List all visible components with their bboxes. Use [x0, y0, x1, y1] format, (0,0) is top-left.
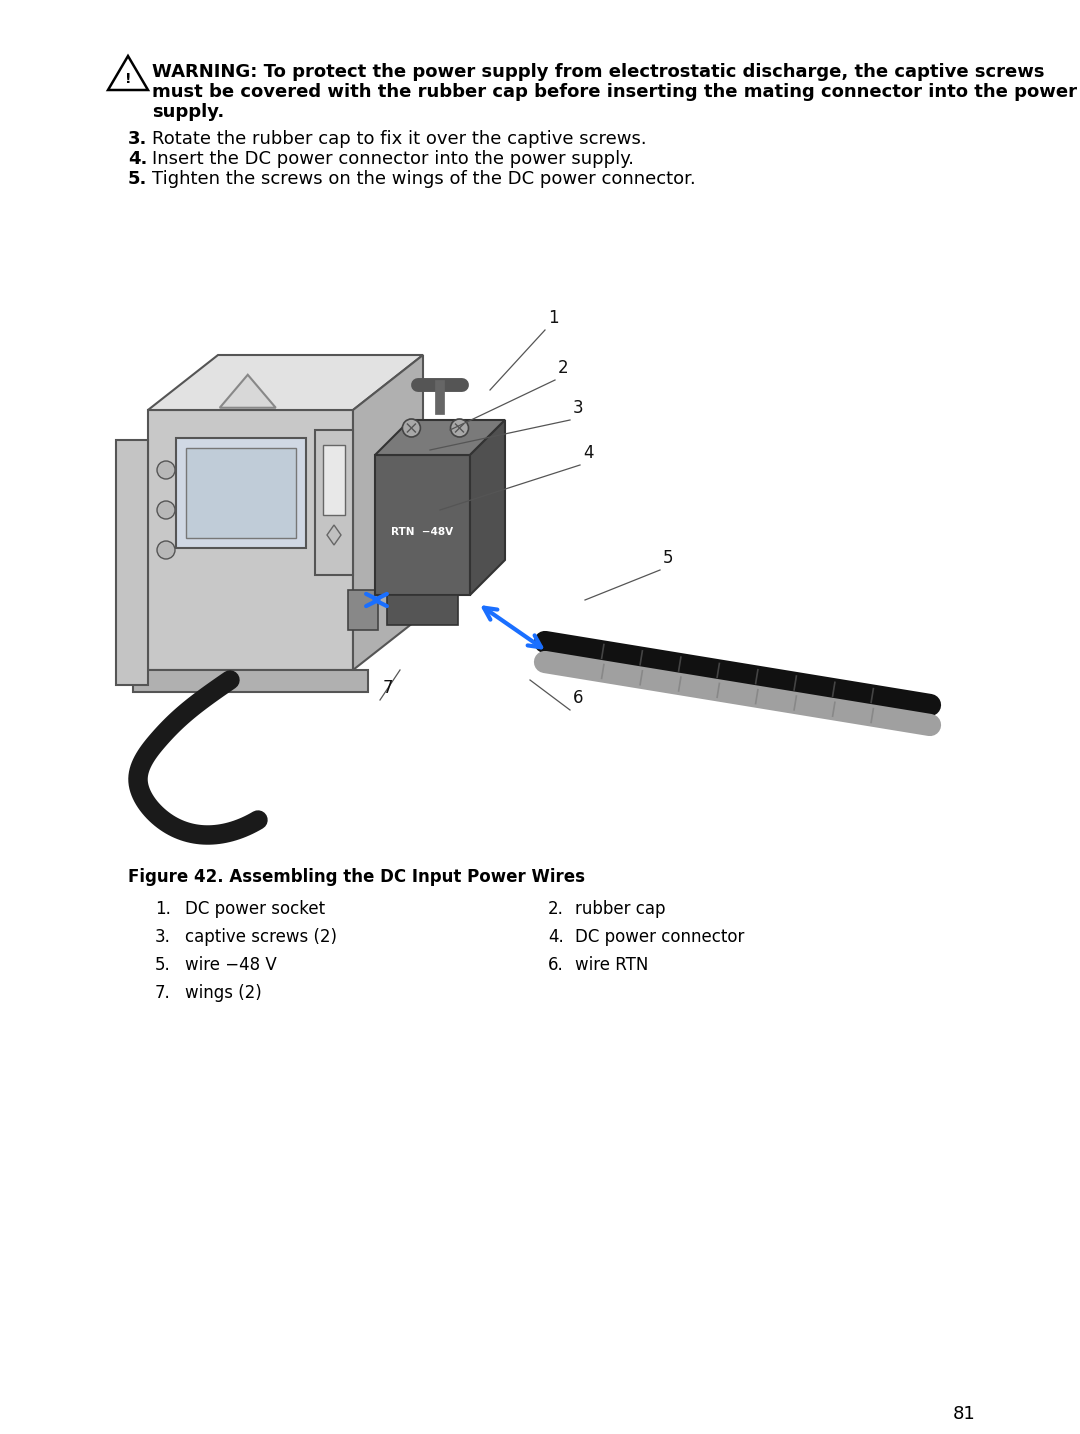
Text: Insert the DC power connector into the power supply.: Insert the DC power connector into the p…	[152, 151, 634, 168]
Polygon shape	[116, 440, 148, 685]
Text: Tighten the screws on the wings of the DC power connector.: Tighten the screws on the wings of the D…	[152, 171, 696, 188]
Polygon shape	[348, 589, 378, 630]
Text: Figure 42. Assembling the DC Input Power Wires: Figure 42. Assembling the DC Input Power…	[129, 868, 585, 886]
Text: captive screws (2): captive screws (2)	[185, 928, 337, 946]
Polygon shape	[323, 445, 345, 515]
Text: 3.: 3.	[129, 130, 147, 148]
Text: 3.: 3.	[156, 928, 171, 946]
Text: 2: 2	[558, 358, 569, 377]
Polygon shape	[375, 420, 505, 455]
Text: 7.: 7.	[156, 984, 171, 1002]
Text: rubber cap: rubber cap	[575, 901, 665, 918]
Text: 4.: 4.	[129, 151, 147, 168]
Text: 6.: 6.	[548, 956, 564, 974]
Text: DC power connector: DC power connector	[575, 928, 744, 946]
Text: 5: 5	[663, 549, 674, 566]
Circle shape	[157, 500, 175, 519]
Text: 5.: 5.	[156, 956, 171, 974]
Circle shape	[450, 419, 469, 437]
Text: RTN  −48V: RTN −48V	[391, 528, 454, 536]
Text: 5.: 5.	[129, 171, 147, 188]
Polygon shape	[148, 410, 353, 670]
Polygon shape	[470, 420, 505, 595]
Polygon shape	[219, 374, 275, 407]
Polygon shape	[186, 447, 296, 538]
Text: 3: 3	[573, 399, 583, 417]
Text: 7: 7	[383, 680, 393, 697]
Text: 4.: 4.	[548, 928, 564, 946]
Text: 2.: 2.	[548, 901, 564, 918]
Text: DC power socket: DC power socket	[185, 901, 325, 918]
Text: 1: 1	[548, 308, 558, 327]
Text: 81: 81	[953, 1405, 975, 1423]
Circle shape	[403, 419, 420, 437]
Text: WARNING: To protect the power supply from electrostatic discharge, the captive s: WARNING: To protect the power supply fro…	[152, 63, 1044, 80]
Text: wings (2): wings (2)	[185, 984, 261, 1002]
Text: wire −48 V: wire −48 V	[185, 956, 276, 974]
Text: 4: 4	[583, 445, 594, 462]
Text: 1.: 1.	[156, 901, 171, 918]
Text: wire RTN: wire RTN	[575, 956, 648, 974]
Polygon shape	[133, 670, 368, 693]
Circle shape	[157, 541, 175, 559]
Polygon shape	[148, 356, 423, 410]
Text: Rotate the rubber cap to fix it over the captive screws.: Rotate the rubber cap to fix it over the…	[152, 130, 647, 148]
Text: !: !	[125, 72, 132, 86]
Text: 6: 6	[573, 688, 583, 707]
Polygon shape	[353, 356, 423, 670]
Polygon shape	[176, 437, 306, 548]
Circle shape	[157, 460, 175, 479]
Polygon shape	[387, 595, 458, 625]
Text: must be covered with the rubber cap before inserting the mating connector into t: must be covered with the rubber cap befo…	[152, 83, 1077, 100]
Polygon shape	[375, 455, 470, 595]
Polygon shape	[315, 430, 353, 575]
Polygon shape	[327, 525, 341, 545]
Text: supply.: supply.	[152, 103, 225, 120]
